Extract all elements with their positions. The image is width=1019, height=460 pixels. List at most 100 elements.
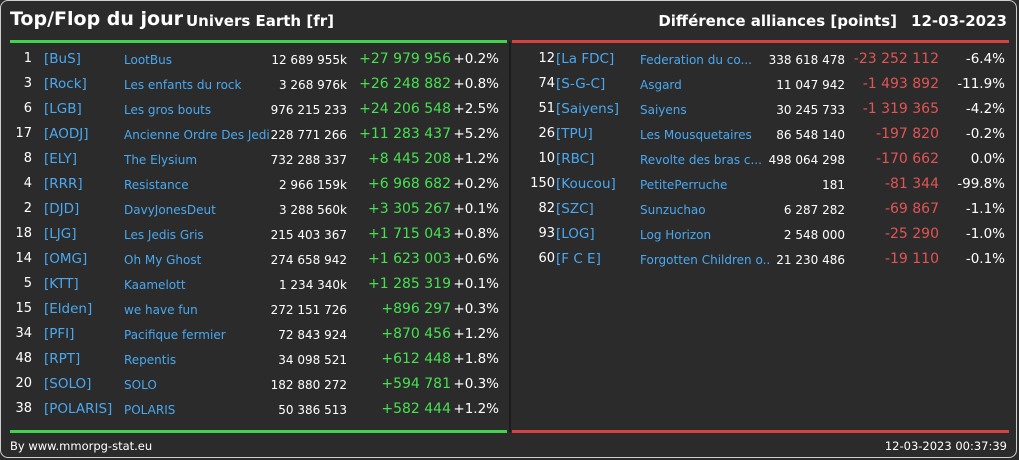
alliance-name[interactable]: Oh My Ghost — [124, 253, 202, 267]
alliance-tag[interactable]: [RPT] — [44, 351, 81, 367]
alliance-name[interactable]: Les gros bouts — [124, 103, 212, 117]
alliance-tag[interactable]: [La FDC] — [556, 51, 615, 67]
rank-number: 5 — [23, 276, 32, 291]
alliance-name[interactable]: Revolte des bras c... — [640, 153, 762, 167]
top-row: 20 [SOLO] SOLO 182 880 272 +594 781 +0.3% — [0, 372, 509, 397]
alliance-tag[interactable]: [S-G-C] — [556, 76, 606, 92]
alliance-name[interactable]: we have fun — [124, 303, 198, 317]
alliance-tag[interactable]: [RBC] — [556, 151, 595, 167]
alliance-tag[interactable]: [TPU] — [556, 126, 593, 142]
alliance-tag[interactable]: [LGB] — [44, 101, 82, 117]
alliance-name[interactable]: POLARIS — [124, 403, 176, 417]
rank-number: 18 — [15, 226, 32, 241]
alliance-name[interactable]: Sunzuchao — [640, 203, 706, 217]
alliance-name[interactable]: Kaamelott — [124, 278, 186, 292]
alliance-points: 30 245 733 — [776, 103, 845, 117]
percent-change: -99.8% — [957, 176, 1005, 192]
points-difference: +27 979 956 — [359, 51, 451, 67]
alliance-name[interactable]: Repentis — [124, 353, 177, 367]
header-right: Différence alliances [points] 12-03-2023 — [658, 12, 1007, 30]
rank-number: 82 — [538, 201, 555, 216]
alliance-points: 732 288 337 — [270, 153, 347, 167]
alliance-tag[interactable]: [AODJ] — [44, 126, 89, 142]
alliance-points: 215 403 367 — [270, 228, 347, 242]
alliance-tag[interactable]: [SZC] — [556, 201, 594, 217]
rank-number: 2 — [23, 201, 32, 216]
alliance-tag[interactable]: [LOG] — [556, 226, 595, 242]
percent-change: +0.1% — [453, 201, 499, 217]
alliance-name[interactable]: Les Mousquetaires — [640, 128, 752, 142]
alliance-tag[interactable]: [LJG] — [44, 226, 77, 242]
alliance-tag[interactable]: [Rock] — [44, 76, 87, 92]
footer-source[interactable]: By www.mmorpg-stat.eu — [10, 439, 153, 453]
alliance-name[interactable]: Log Horizon — [640, 228, 712, 242]
flop-row: 74 [S-G-C] Asgard 11 047 942 -1 493 892 -11.9… — [512, 72, 1017, 97]
alliance-tag[interactable]: [Koucou] — [556, 176, 616, 192]
percent-change: -6.4% — [965, 51, 1005, 67]
percent-change: +0.8% — [453, 226, 499, 242]
flop-row: 82 [SZC] Sunzuchao 6 287 282 -69 867 -1.1% — [512, 197, 1017, 222]
points-difference: -69 867 — [884, 201, 939, 217]
alliance-name[interactable]: LootBus — [124, 53, 172, 67]
percent-change: -4.2% — [965, 101, 1005, 117]
points-difference: +6 968 682 — [368, 176, 451, 192]
header-date: 12-03-2023 — [911, 12, 1007, 30]
alliance-tag[interactable]: [ELY] — [44, 151, 78, 167]
alliance-tag[interactable]: [Elden] — [44, 301, 93, 317]
rank-number: 1 — [23, 51, 32, 66]
flop-row: 60 [F C E] Forgotten Children o... 21 230 4… — [512, 247, 1017, 272]
top-row: 3 [Rock] Les enfants du rock 3 268 976k +26 … — [0, 72, 509, 97]
top-row: 6 [LGB] Les gros bouts 976 215 233 +24 206 5… — [0, 97, 509, 122]
rank-number: 17 — [15, 126, 32, 141]
rank-number: 8 — [23, 151, 32, 166]
alliance-tag[interactable]: [SOLO] — [44, 376, 92, 392]
percent-change: -11.9% — [957, 76, 1005, 92]
alliance-name[interactable]: Les enfants du rock — [124, 78, 242, 92]
points-difference: -1 493 892 — [862, 76, 939, 92]
percent-change: +2.5% — [453, 101, 499, 117]
alliance-points: 3 288 560k — [278, 203, 347, 217]
page-title: Top/Flop du jour — [10, 8, 183, 30]
alliance-tag[interactable]: [BuS] — [44, 51, 81, 67]
points-difference: +612 448 — [381, 351, 451, 367]
alliance-name[interactable]: PetitePerruche — [640, 178, 728, 192]
percent-change: +5.2% — [453, 126, 499, 142]
alliance-points: 6 287 282 — [783, 203, 845, 217]
alliance-points: 1 234 340k — [278, 278, 347, 292]
alliance-name[interactable]: SOLO — [124, 378, 157, 392]
flop-row: 10 [RBC] Revolte des bras c... 498 064 298 -… — [512, 147, 1017, 172]
percent-change: +0.3% — [453, 376, 499, 392]
alliance-tag[interactable]: [Saiyens] — [556, 101, 620, 117]
alliance-name[interactable]: Ancienne Ordre Des Jedi — [124, 128, 269, 142]
alliance-name[interactable]: Federation du co... — [640, 53, 752, 67]
alliance-tag[interactable]: [POLARIS] — [44, 401, 113, 417]
top-row: 18 [LJG] Les Jedis Gris 215 403 367 +1 715 0… — [0, 222, 509, 247]
alliance-name[interactable]: Resistance — [124, 178, 189, 192]
alliance-tag[interactable]: [OMG] — [44, 251, 88, 267]
alliance-tag[interactable]: [F C E] — [556, 251, 601, 267]
universe-label: Univers Earth [fr] — [186, 12, 334, 30]
alliance-name[interactable]: Saiyens — [640, 103, 687, 117]
alliance-name[interactable]: DavyJonesDeut — [124, 203, 216, 217]
points-difference: +1 285 319 — [368, 276, 451, 292]
rank-number: 10 — [538, 151, 555, 166]
alliance-tag[interactable]: [RRR] — [44, 176, 83, 192]
percent-change: +1.2% — [453, 151, 499, 167]
alliance-name[interactable]: Forgotten Children o... — [640, 253, 770, 267]
alliance-tag[interactable]: [PFI] — [44, 326, 75, 342]
rank-number: 48 — [15, 351, 32, 366]
top-row: 2 [DJD] DavyJonesDeut 3 288 560k +3 305 267 +… — [0, 197, 509, 222]
rank-number: 4 — [23, 176, 32, 191]
alliance-name[interactable]: Pacifique fermier — [124, 328, 226, 342]
alliance-tag[interactable]: [KTT] — [44, 276, 79, 292]
alliance-points: 2 548 000 — [783, 228, 845, 242]
alliance-tag[interactable]: [DJD] — [44, 201, 80, 217]
alliance-points: 228 771 266 — [270, 128, 347, 142]
alliance-points: 338 618 478 — [768, 53, 845, 67]
alliance-name[interactable]: The Elysium — [124, 153, 198, 167]
percent-change: -0.2% — [965, 126, 1005, 142]
flop-row: 51 [Saiyens] Saiyens 30 245 733 -1 319 365 -4… — [512, 97, 1017, 122]
alliance-name[interactable]: Asgard — [640, 78, 682, 92]
points-difference: +24 206 548 — [359, 101, 451, 117]
alliance-name[interactable]: Les Jedis Gris — [124, 228, 204, 242]
